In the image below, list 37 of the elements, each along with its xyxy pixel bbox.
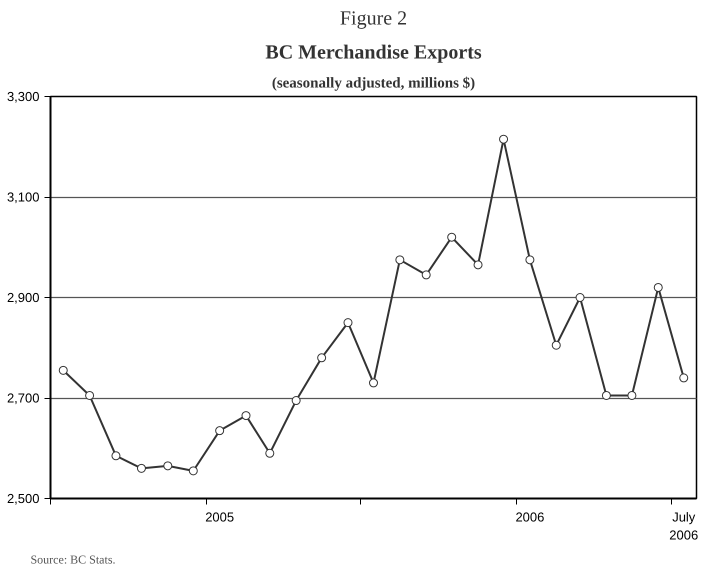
point [679, 373, 688, 382]
point [602, 390, 611, 400]
point [552, 340, 561, 350]
y-tick-label: 3,300 [6, 89, 40, 104]
point [422, 270, 431, 280]
chart-title: BC Merchandise Exports [265, 42, 482, 64]
x-tick-label: 2005 [205, 510, 234, 524]
y-tick-label: 2,700 [6, 390, 40, 406]
point [188, 466, 198, 476]
caption: Figure 2 [340, 8, 408, 30]
point [525, 255, 534, 264]
point [85, 390, 94, 400]
point [474, 260, 483, 270]
point [292, 396, 301, 406]
point [627, 390, 636, 400]
point [499, 134, 508, 144]
chart-subtitle: (seasonally adjusted, millions $) [272, 76, 476, 92]
point [447, 232, 456, 242]
point [163, 461, 172, 470]
point [344, 318, 352, 328]
point [265, 448, 274, 458]
point [395, 255, 404, 264]
point [58, 366, 68, 375]
y-tick-label: 2,900 [6, 290, 40, 305]
x-tick-label: 2006 [515, 510, 544, 524]
point [111, 451, 120, 460]
y-tick-label: 3,100 [6, 190, 40, 204]
point [215, 426, 224, 436]
point [136, 464, 146, 473]
x-tick-label: July 2006 [669, 510, 698, 542]
y-tick-label: 2,500 [6, 491, 40, 506]
point [317, 353, 326, 362]
source-note: Source: BC Stats. [30, 552, 116, 566]
point [369, 378, 378, 388]
point [242, 411, 250, 420]
point [654, 282, 663, 292]
point [576, 293, 585, 302]
